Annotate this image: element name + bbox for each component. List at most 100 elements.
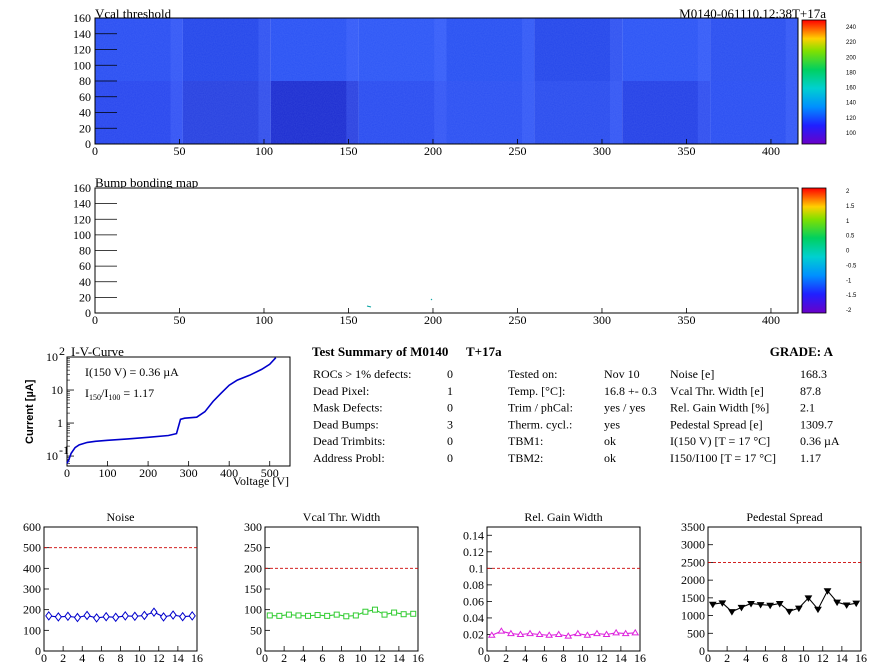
roc-plot-point [179, 611, 187, 622]
y-tick-label: 80 [79, 244, 91, 258]
roc-plot-x-tick-label: 10 [134, 651, 146, 665]
vcal-palette [801, 19, 827, 145]
y-tick-label: 120 [73, 212, 91, 226]
roc-plot-y-tick-label: 0 [35, 644, 41, 658]
roc-plot-point [554, 630, 563, 637]
roc-plot-x-tick-label: 8 [118, 651, 124, 665]
palette-label: 220 [846, 40, 857, 46]
x-tick-label: 400 [762, 144, 780, 158]
roc-plot-point [708, 601, 717, 609]
summary-right-label: Rel. Gain Width [%] [670, 401, 769, 415]
roc-plot-point [535, 630, 544, 637]
x-tick-label: 200 [424, 144, 442, 158]
test-summary: Test Summary of M0140 T+17a GRADE: A ROC… [312, 344, 840, 465]
roc-plot-x-tick-label: 12 [817, 651, 829, 665]
roc-plot-point [497, 627, 506, 634]
summary-left-label: Address Probl: [313, 451, 385, 465]
summary-right-label: Vcal Thr. Width [e] [670, 384, 764, 398]
roc-plot-point [188, 611, 196, 621]
roc-plot-y-tick-label: 300 [23, 582, 41, 596]
iv-y-tick-label: 10 [46, 449, 58, 463]
y-tick-label: 20 [79, 121, 91, 135]
roc-plot-point [391, 609, 398, 616]
roc-plot-frame [707, 526, 862, 652]
roc-plot-point [371, 606, 378, 613]
roc-plot-x-tick-label: 14 [172, 651, 184, 665]
summary-left-label: Dead Trimbits: [313, 434, 385, 448]
summary-left-label: Mask Defects: [313, 401, 383, 415]
roc-plot-y-tick-label: 3000 [681, 538, 705, 552]
y-tick-label: 160 [73, 11, 91, 25]
roc-plot-point [564, 632, 573, 639]
roc-plot-point [285, 611, 292, 618]
roc-plot-x-tick-label: 0 [262, 651, 268, 665]
summary-mid-value: ok [604, 434, 616, 448]
palette-label: 100 [846, 131, 857, 137]
palette-label: -1 [846, 278, 852, 284]
x-tick-label: 100 [255, 144, 273, 158]
roc-plot-x-tick-label: 4 [522, 651, 528, 665]
y-tick-label: 0 [85, 137, 91, 151]
roc-plot-x-tick-label: 12 [596, 651, 608, 665]
y-tick-label: 140 [73, 27, 91, 41]
roc-plot-y-tick-label: 0 [256, 644, 262, 658]
roc-plot-x-tick-label: 8 [339, 651, 345, 665]
roc-plot-point [842, 602, 851, 609]
iv-y-tick-exponent: 2 [59, 344, 65, 358]
summary-mid-label: Trim / phCal: [508, 401, 573, 415]
summary-mid-value: ok [604, 451, 616, 465]
roc-plot-y-tick-label: 150 [244, 582, 262, 596]
roc-plot-point [276, 612, 283, 619]
summary-right-label: Noise [e] [670, 367, 714, 381]
roc-plot-point [814, 606, 822, 614]
roc-plot-title: Vcal Thr. Width [303, 510, 380, 524]
roc-plot-point [400, 611, 407, 618]
roc-plot-point [266, 612, 273, 619]
x-tick-label: 250 [508, 144, 526, 158]
roc-plot-point [352, 612, 359, 619]
bump-map-frame [94, 187, 799, 314]
roc-plot-point [507, 629, 515, 637]
roc-plot-point [573, 629, 582, 637]
roc-plot-x-tick-label: 10 [798, 651, 810, 665]
iv-y-tick-exponent: -1 [59, 443, 69, 457]
roc-plot-point [545, 631, 554, 638]
roc-plot-point [83, 610, 91, 621]
summary-right-value: 87.8 [800, 384, 821, 398]
summary-left-value: 0 [447, 401, 453, 415]
roc-plot-x-tick-label: 2 [60, 651, 66, 665]
roc-plot-point [343, 613, 350, 620]
dead-bump-mark [430, 298, 433, 301]
roc-plot-x-tick-label: 12 [374, 651, 386, 665]
roc-plot-point [314, 612, 321, 619]
iv-x-tick-label: 200 [139, 466, 157, 480]
roc-plot-y-tick-label: 0.14 [463, 528, 484, 542]
x-tick-label: 50 [173, 313, 185, 327]
roc-plot-point [64, 611, 72, 622]
roc-plot-title: Pedestal Spread [746, 510, 822, 524]
module-id-label: M0140-061110.12:38T+17a [679, 6, 826, 21]
summary-mid-label: TBM2: [508, 451, 543, 465]
roc-plot-point [526, 629, 534, 637]
roc-plot-point [92, 613, 101, 623]
vcal-threshold-map: Vcal threshold M0140-061110.12:38T+17a 0… [73, 6, 857, 158]
iv-x-tick-label: 300 [180, 466, 198, 480]
x-tick-label: 300 [593, 313, 611, 327]
roc-plot-y-tick-label: 2000 [681, 573, 705, 587]
roc-plot-point [794, 605, 803, 613]
iv-series-line [66, 357, 277, 464]
summary-mid-value: yes [604, 417, 620, 431]
roc-plot-x-tick-label: 12 [153, 651, 165, 665]
palette-label: 1.5 [846, 204, 855, 210]
roc-plot-x-tick-label: 8 [561, 651, 567, 665]
summary-mid-value: 16.8 +- 0.3 [604, 384, 657, 398]
summary-mid-label: Therm. cycl.: [508, 417, 572, 431]
summary-mid-label: TBM1: [508, 434, 543, 448]
roc-plot-y-tick-label: 250 [244, 541, 262, 555]
roc-plot-point [718, 600, 727, 607]
x-tick-label: 50 [173, 144, 185, 158]
roc-plot-x-tick-label: 4 [79, 651, 85, 665]
bump-palette-labels: 2 1.5 1 0.5 0 -0.5 -1 -1.5 -2 [846, 189, 857, 314]
roc-plot-point [102, 611, 110, 622]
